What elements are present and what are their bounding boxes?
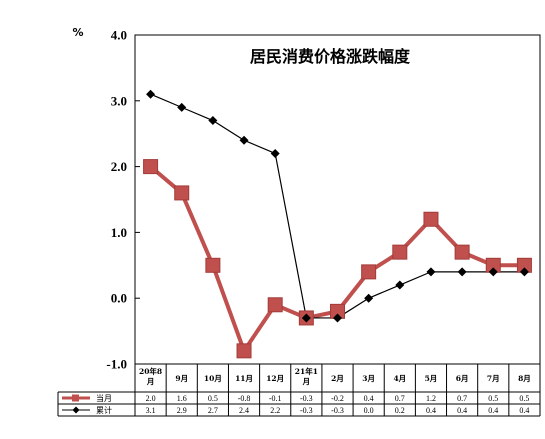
data-point-square: [361, 264, 377, 280]
data-point-square: [143, 159, 159, 175]
data-point-diamond: [177, 102, 187, 112]
table-cell-value: 0.0: [364, 406, 374, 415]
x-category-label: 5月: [425, 374, 438, 383]
data-point-diamond: [301, 313, 311, 323]
data-point-diamond: [270, 148, 280, 158]
table-cell-value: 0.4: [488, 406, 498, 415]
data-point-diamond: [426, 267, 436, 277]
y-tick-label: 2.0: [111, 159, 127, 174]
data-point-square: [267, 297, 283, 313]
table-cell-value: 2.7: [208, 406, 218, 415]
series-line-cumulative: [150, 93, 525, 319]
x-category-label: 4月: [393, 374, 406, 383]
table-cell-value: 0.2: [395, 406, 405, 415]
table-cell-value: 1.6: [177, 394, 187, 403]
chart-title: 居民消费价格涨跌幅度: [250, 47, 411, 66]
table-cell-value: 2.4: [239, 406, 249, 415]
y-tick-label: 4.0: [111, 28, 127, 43]
table-cell-value: 0.7: [395, 394, 405, 403]
y-tick-label: 0.0: [111, 291, 127, 306]
data-point-diamond: [208, 116, 218, 126]
table-cell-value: 0.4: [426, 406, 436, 415]
table-cell-value: 0.4: [519, 406, 529, 415]
data-point-diamond: [146, 89, 156, 99]
table-cell-value: 3.1: [146, 406, 156, 415]
legend-marker-diamond: [72, 406, 80, 414]
table-cell-value: 0.7: [457, 394, 467, 403]
data-point-diamond: [364, 293, 374, 303]
table-cell-value: 2.0: [146, 394, 156, 403]
x-category-label: 21年1 月: [295, 366, 318, 386]
table-cell-value: -0.8: [238, 394, 251, 403]
axes-layer: 4.0 3.0 2.0 1.0 0.0 -1.0: [106, 28, 541, 372]
table-cell-value: 2.9: [177, 406, 187, 415]
data-point-diamond: [519, 267, 529, 277]
x-category-label: 20年8 月: [139, 366, 162, 386]
series-layer: [143, 89, 532, 359]
data-point-square: [454, 244, 470, 260]
table-cell-value: -0.1: [269, 394, 282, 403]
data-point-diamond: [488, 267, 498, 277]
x-category-label: 3月: [362, 374, 375, 383]
data-point-square: [423, 211, 439, 227]
legend-label: 当月: [96, 393, 112, 403]
x-category-label: 6月: [456, 374, 469, 383]
data-point-square: [392, 244, 408, 260]
table-cell-value: 0.4: [364, 394, 374, 403]
legend-label: 累计: [96, 405, 112, 415]
table-cell-value: -0.3: [331, 406, 344, 415]
x-category-label: 12月: [266, 374, 284, 383]
y-tick-label: 1.0: [111, 225, 127, 240]
table-cell-value: 0.5: [488, 394, 498, 403]
data-point-square: [236, 343, 252, 359]
y-tick-label: 3.0: [111, 93, 127, 108]
x-category-label: 8月: [518, 374, 531, 383]
table-cell-value: -0.3: [300, 394, 313, 403]
table-cell-value: 0.5: [208, 394, 218, 403]
data-point-square: [174, 185, 190, 201]
table-cell-value: 0.5: [519, 394, 529, 403]
y-axis-unit-label: %: [72, 26, 83, 39]
text-layer: 居民消费价格涨跌幅度 %: [72, 26, 411, 66]
x-category-label: 11月: [235, 374, 253, 383]
x-category-label: 9月: [175, 374, 188, 383]
x-category-label: 2月: [331, 374, 344, 383]
data-point-square: [205, 257, 221, 273]
data-point-diamond: [239, 135, 249, 145]
x-category-label: 7月: [487, 374, 500, 383]
data-point-diamond: [395, 280, 405, 290]
table-cell-value: -0.2: [331, 394, 344, 403]
data-point-diamond: [457, 267, 467, 277]
table-cell-value: -0.3: [300, 406, 313, 415]
x-category-label: 10月: [204, 374, 222, 383]
table-cell-value: 2.2: [270, 406, 280, 415]
legend-marker-square: [72, 394, 79, 402]
table-cell-value: 0.4: [457, 406, 467, 415]
data-point-diamond: [333, 313, 342, 323]
table-cell-value: 1.2: [426, 394, 436, 403]
y-tick-label: -1.0: [106, 357, 127, 372]
